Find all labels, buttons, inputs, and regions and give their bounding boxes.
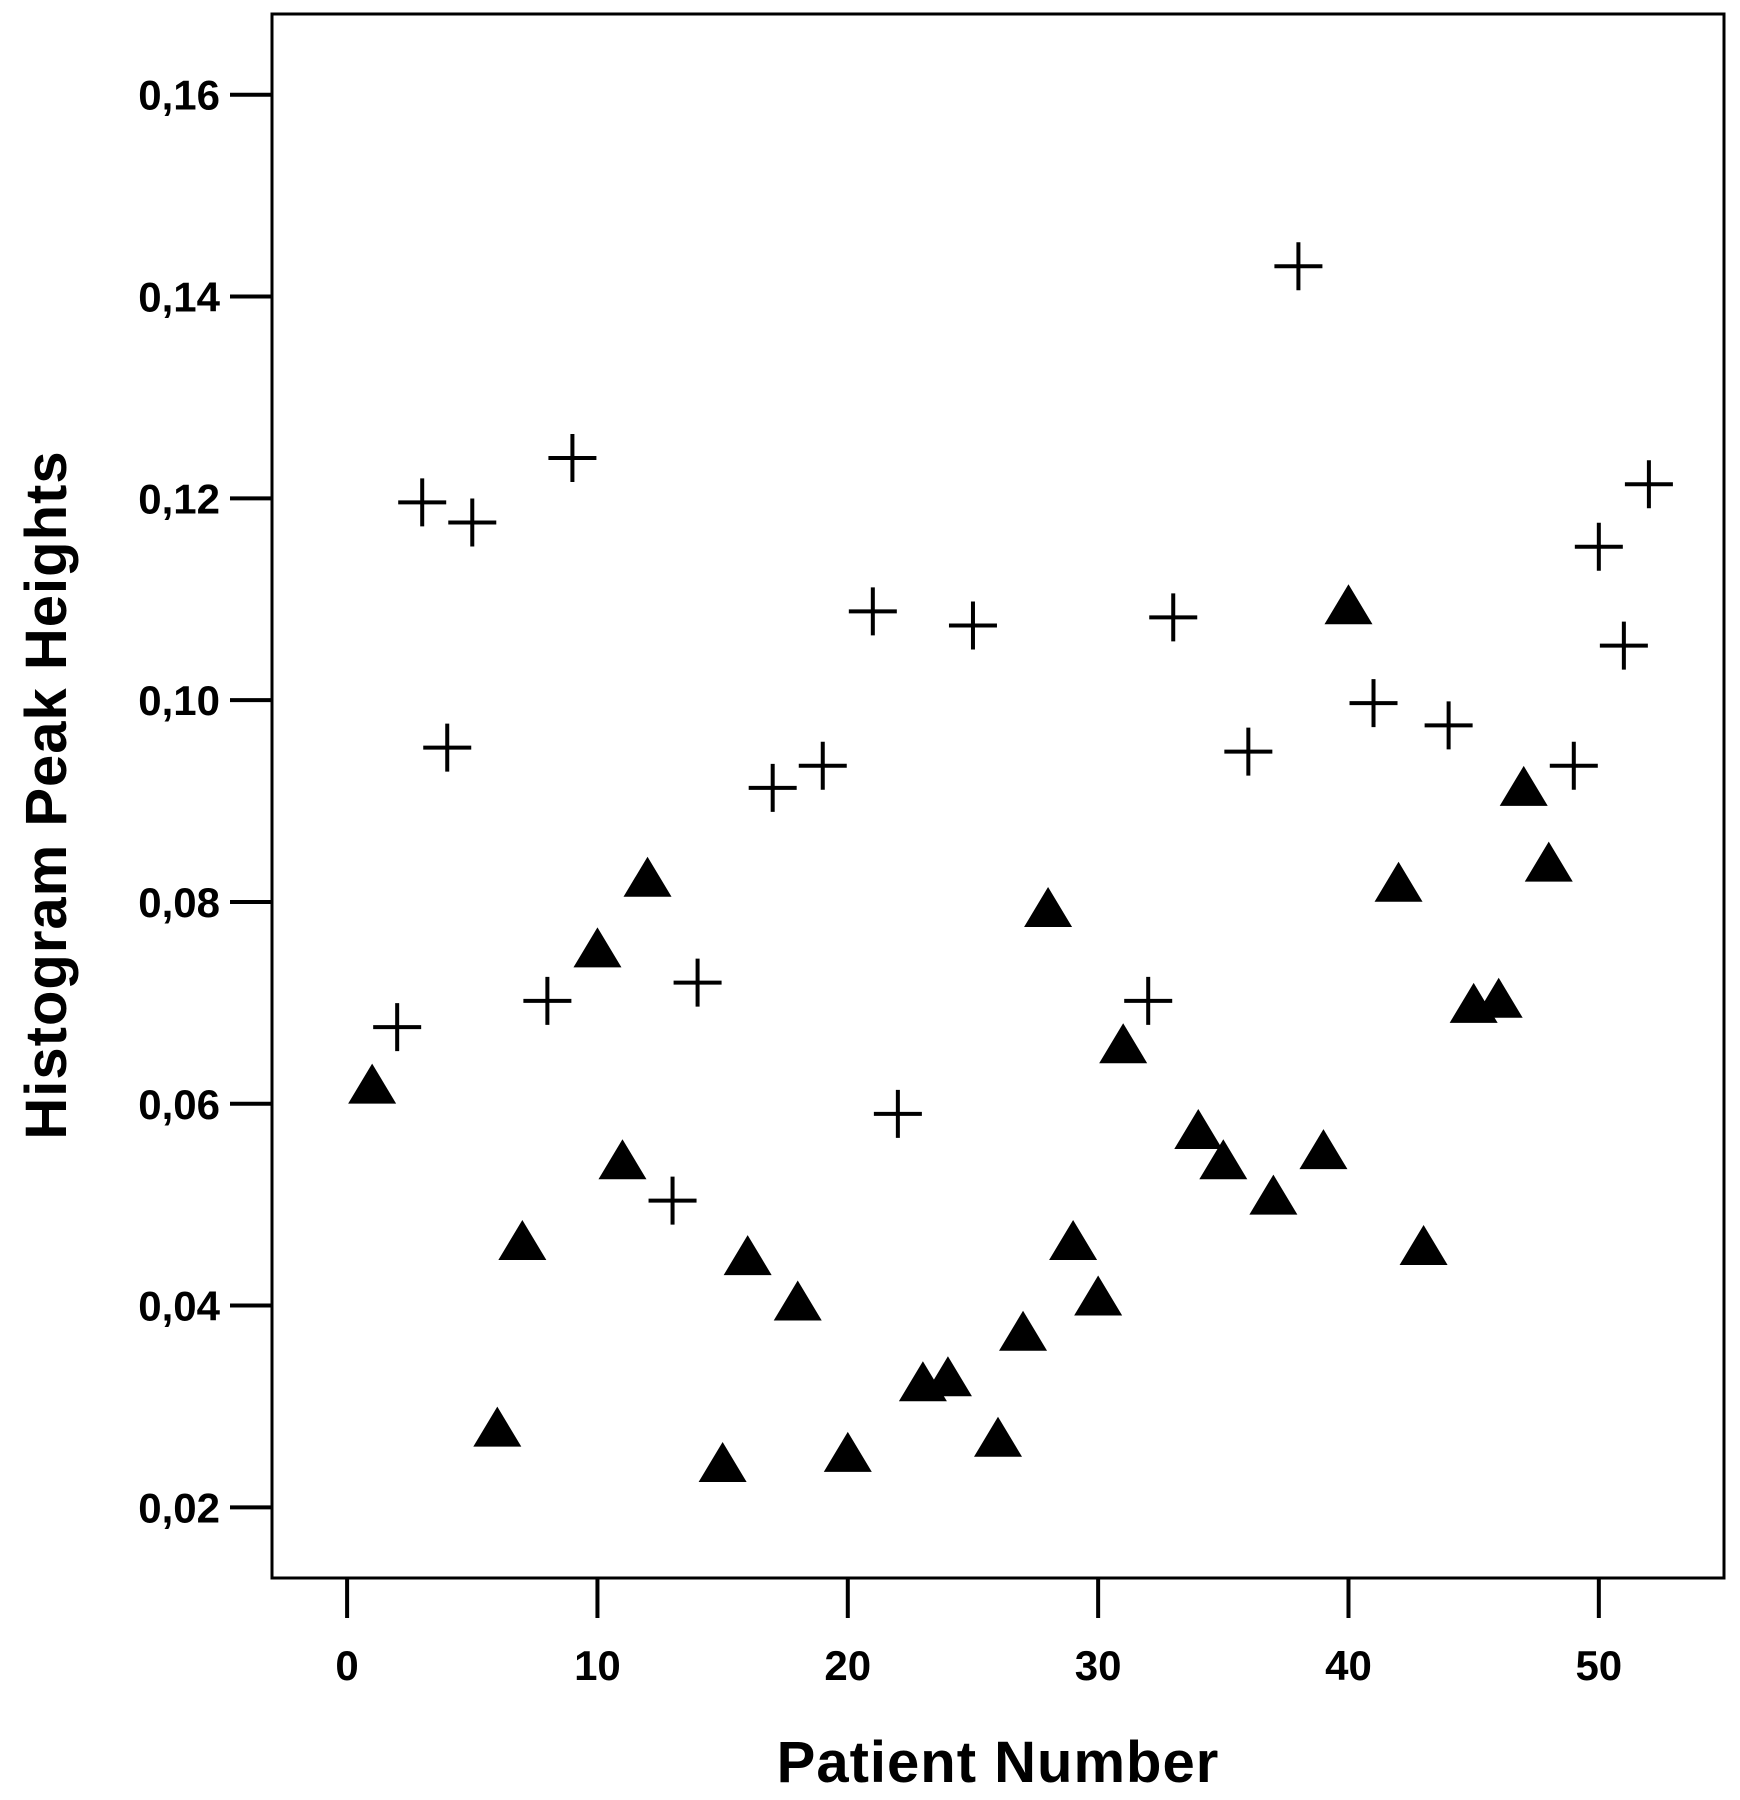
x-tick-label: 20 [824, 1642, 871, 1689]
plus-marker [523, 976, 572, 1025]
y-tick-label: 0,08 [138, 879, 220, 926]
y-tick-label: 0,06 [138, 1081, 220, 1128]
triangle-marker [348, 1063, 397, 1104]
plus-marker [1224, 727, 1273, 776]
triangle-marker [698, 1441, 747, 1482]
plus-marker [1149, 593, 1198, 642]
triangle-marker [1174, 1108, 1223, 1149]
y-tick-label: 0,16 [138, 72, 220, 119]
x-axis: 0 10 20 30 40 50 [335, 1578, 1622, 1689]
triangle-marker [723, 1235, 772, 1276]
triangle-marker [1199, 1139, 1248, 1180]
plus-marker [398, 478, 447, 527]
plus-marker [1549, 741, 1598, 790]
plus-marker [673, 958, 722, 1007]
triangle-marker [923, 1356, 972, 1397]
plus-marker [1124, 976, 1173, 1025]
triangle-marker [1324, 584, 1373, 625]
triangle-marker [1474, 977, 1523, 1018]
plus-marker [748, 763, 797, 812]
triangle-marker [1024, 886, 1073, 927]
data-markers [348, 242, 1673, 1482]
plus-marker [373, 1003, 422, 1052]
y-tick-label: 0,04 [138, 1283, 220, 1330]
triangle-marker [974, 1416, 1022, 1457]
plus-marker [1574, 522, 1623, 571]
plus-marker [1349, 679, 1398, 728]
x-tick-label: 50 [1575, 1642, 1622, 1689]
x-tick-label: 30 [1075, 1642, 1122, 1689]
x-tick-label: 0 [335, 1642, 358, 1689]
plus-marker [798, 741, 847, 790]
triangle-marker [1074, 1275, 1123, 1316]
plus-marker [1424, 701, 1473, 750]
triangle-marker [999, 1310, 1048, 1351]
y-tick-label: 0,12 [138, 475, 220, 522]
triangle-marker [1399, 1225, 1448, 1266]
x-axis-title: Patient Number [777, 1730, 1220, 1795]
plus-marker [848, 587, 897, 636]
plot-frame [270, 12, 1726, 1580]
triangle-marker [623, 856, 672, 897]
triangle-marker [1499, 765, 1548, 806]
plus-marker [648, 1176, 697, 1225]
x-tick-label: 10 [574, 1642, 621, 1689]
triangle-marker [1249, 1174, 1298, 1215]
plus-marker [423, 723, 472, 772]
triangle-marker [498, 1219, 547, 1260]
triangle-marker [1299, 1129, 1348, 1170]
plus-marker [1274, 242, 1323, 291]
plus-marker [448, 498, 497, 547]
y-axis: 0,02 0,04 0,06 0,08 0,10 0,12 0,14 0,16 [138, 72, 272, 1531]
y-axis-title: Histogram Peak Heights [14, 450, 79, 1139]
plus-marker [548, 433, 597, 482]
triangle-marker [473, 1406, 522, 1447]
plus-marker [873, 1089, 922, 1138]
y-tick-label: 0,02 [138, 1484, 220, 1531]
triangle-marker [1524, 841, 1573, 882]
y-tick-label: 0,10 [138, 677, 220, 724]
triangle-marker [823, 1431, 872, 1472]
triangle-marker [573, 927, 622, 968]
x-tick-label: 40 [1325, 1642, 1372, 1689]
triangle-marker [598, 1139, 647, 1180]
triangle-marker [773, 1280, 822, 1321]
plus-marker [1599, 621, 1648, 670]
y-tick-label: 0,14 [138, 274, 220, 321]
plus-marker [1624, 460, 1673, 509]
triangle-marker [1374, 861, 1423, 902]
triangle-marker [1099, 1023, 1148, 1064]
triangle-marker [1049, 1219, 1098, 1260]
plus-marker [948, 601, 997, 650]
